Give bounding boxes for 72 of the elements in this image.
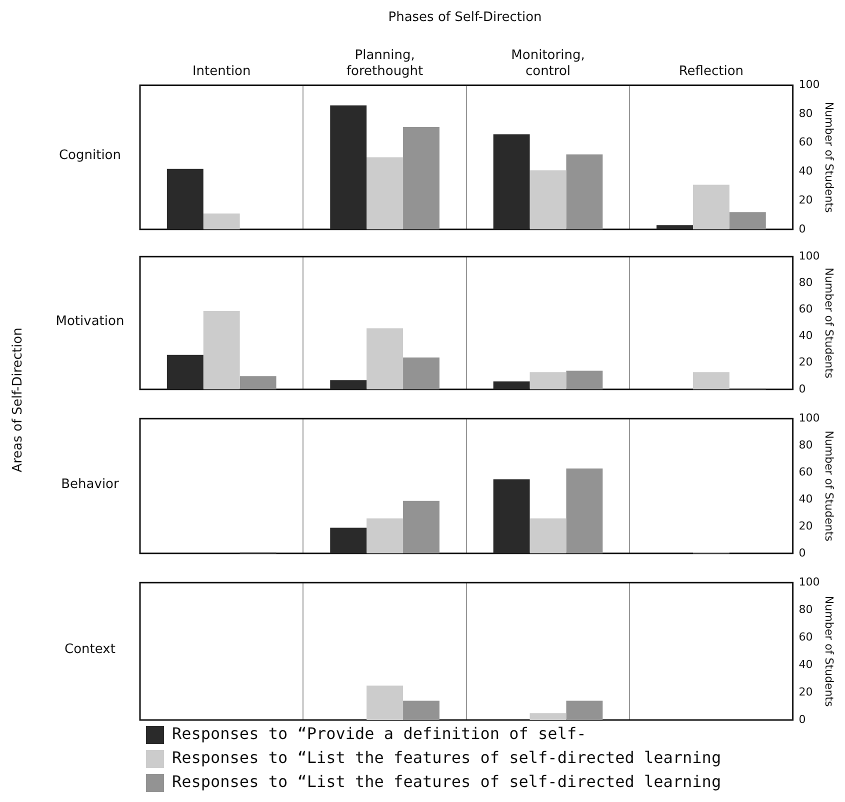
y-tick-label: 60	[798, 302, 813, 316]
bar	[366, 686, 404, 720]
legend-label: Responses to “List the features of self-directed learning	[172, 772, 722, 792]
y-tick-label: 60	[798, 630, 813, 644]
bar	[493, 381, 530, 390]
y-tick-label: 60	[798, 136, 813, 149]
bar	[166, 168, 204, 230]
y-axis-title: Number of Students	[822, 102, 836, 213]
y-tick-label: 100	[798, 249, 820, 262]
y-tick-label: 0	[798, 546, 806, 560]
bar	[203, 214, 240, 230]
bar	[566, 700, 603, 720]
y-axis-title: Number of Students	[822, 596, 836, 707]
y-tick-label: 20	[798, 519, 813, 532]
y-tick-label: 80	[798, 438, 813, 452]
y-tick-label: 100	[798, 78, 820, 92]
y-tick-label: 60	[798, 465, 813, 478]
bar	[403, 500, 440, 554]
x-tick-label: Planning, forethought	[346, 48, 424, 79]
bar	[330, 380, 367, 390]
text: Cognition	[58, 148, 122, 164]
y-tick-label: 20	[798, 685, 813, 698]
y-tick-label: 80	[798, 106, 813, 120]
bar	[530, 713, 566, 720]
y-tick-label: 0	[798, 222, 806, 236]
text: Areas of Self-Direction	[10, 328, 26, 472]
bar	[530, 170, 566, 230]
bar	[692, 372, 730, 390]
y-tick-label: 80	[798, 276, 813, 290]
y-tick-label: 0	[798, 712, 806, 726]
bar	[729, 212, 766, 230]
y-tick-label: 40	[798, 164, 813, 178]
y-axis-title: Number of Students	[822, 430, 836, 542]
bar	[656, 225, 693, 230]
y-tick-label: 40	[798, 329, 813, 342]
bar	[403, 700, 440, 720]
bar	[566, 154, 603, 230]
legend-label: Responses to “List the features of self-directed learning	[172, 748, 722, 768]
bar	[493, 479, 530, 554]
bar	[403, 127, 440, 230]
bar	[203, 311, 240, 390]
y-tick-label: 80	[798, 602, 813, 616]
bar	[493, 134, 530, 230]
text: Phases of Self-Direction	[387, 10, 543, 25]
bar	[330, 528, 367, 554]
y-tick-label: 100	[798, 575, 820, 588]
bar	[330, 105, 367, 230]
y-tick-label: 20	[798, 356, 813, 369]
y-tick-label: 0	[798, 382, 806, 396]
x-tick-label: Intention	[192, 64, 251, 79]
y-tick-label: 40	[798, 658, 813, 671]
y-tick-label: 100	[798, 411, 820, 424]
x-tick-label: Reflection	[678, 64, 744, 79]
bar	[366, 328, 404, 390]
y-tick-label: 40	[798, 492, 813, 506]
text: Behavior	[60, 477, 120, 492]
bar	[530, 518, 566, 554]
bar	[366, 157, 404, 230]
bar	[566, 370, 603, 390]
text: Motivation	[54, 314, 126, 329]
bar	[692, 184, 730, 230]
legend-label: Responses to “Provide a definition of self-	[172, 724, 586, 744]
bar	[403, 358, 440, 390]
y-axis-title: Number of Students	[822, 268, 836, 379]
y-tick-label: 20	[798, 193, 813, 206]
x-tick-label: Monitoring, control	[511, 48, 585, 79]
bar	[566, 468, 603, 554]
text: Context	[64, 642, 116, 658]
bar	[166, 354, 204, 390]
bar	[530, 372, 566, 390]
bar	[240, 376, 276, 390]
bar	[366, 518, 404, 554]
